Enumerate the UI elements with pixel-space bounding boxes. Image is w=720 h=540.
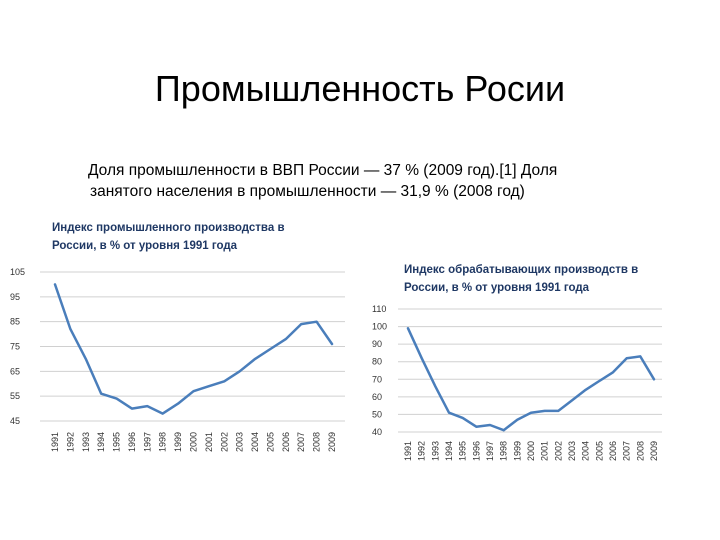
- slide-text: Доля промышленности в ВВП России — 37 % …: [88, 160, 688, 202]
- c2-x-tick-label: 2008: [635, 441, 645, 461]
- c2-x-tick-label: 2006: [608, 441, 618, 461]
- c1-x-tick-label: 2000: [189, 432, 199, 452]
- c2-x-tick-label: 1991: [403, 441, 413, 461]
- chart-2-series-line: [406, 327, 656, 432]
- chart-2-title-line-1: Индекс обрабатывающих производств в: [404, 264, 638, 276]
- c1-y-tick-label: 85: [10, 317, 20, 327]
- c1-y-tick-label: 105: [10, 267, 25, 277]
- c2-x-tick-label: 2001: [540, 441, 550, 461]
- slide-title: Промышленность Росии: [154, 68, 566, 109]
- c1-y-tick-label: 65: [10, 366, 20, 376]
- chart-2-x-ticks: 1991 1992 1993 1994 1995 1996 1997 1998 1999 2000…: [403, 441, 659, 461]
- c1-x-tick-label: 1994: [96, 432, 106, 452]
- chart-industrial-production: Индекс промышленного производства в Росс…: [10, 222, 345, 452]
- c1-x-tick-label: 1997: [142, 432, 152, 452]
- chart-1-series-line: [53, 283, 334, 415]
- chart-1-gridlines: [40, 271, 345, 422]
- c2-x-tick-label: 2000: [526, 441, 536, 461]
- c2-x-tick-label: 1992: [417, 441, 427, 461]
- c2-x-tick-label: 2003: [567, 441, 577, 461]
- c1-x-tick-label: 1998: [158, 432, 168, 452]
- c2-y-tick-label: 60: [372, 392, 382, 402]
- c1-x-tick-label: 2006: [281, 432, 291, 452]
- c1-y-tick-label: 55: [10, 391, 20, 401]
- chart-2-title-line-2: России, в % от уровня 1991 года: [404, 282, 590, 294]
- c1-x-tick-label: 2004: [250, 432, 260, 452]
- c2-x-tick-label: 2005: [594, 441, 604, 461]
- c2-y-tick-label: 110: [372, 304, 386, 314]
- c1-x-tick-label: 1992: [65, 432, 75, 452]
- slide-text-line-1: Доля промышленности в ВВП России — 37 % …: [88, 162, 558, 179]
- c1-x-tick-label: 1993: [81, 432, 91, 452]
- chart-1-title-line-2: России, в % от уровня 1991 года: [52, 240, 238, 252]
- c2-x-tick-label: 1995: [458, 441, 468, 461]
- c1-x-tick-label: 1995: [112, 432, 122, 452]
- c2-x-tick-label: 2007: [622, 441, 632, 461]
- chart-1-title-line-1: Индекс промышленного производства в: [52, 222, 285, 234]
- c2-x-tick-label: 1993: [430, 441, 440, 461]
- c2-x-tick-label: 2004: [581, 441, 591, 461]
- c1-x-tick-label: 1996: [127, 432, 137, 452]
- c1-y-tick-label: 45: [10, 416, 20, 426]
- c2-x-tick-label: 1994: [444, 441, 454, 461]
- c1-x-tick-label: 2007: [296, 432, 306, 452]
- chart-2-y-ticks: 40 50 60 70 80 90 100 110: [372, 304, 387, 437]
- c1-y-tick-label: 95: [10, 292, 20, 302]
- chart-1-y-ticks: 45 55 65 75 85 95 105: [10, 267, 25, 426]
- c1-x-tick-label: 2002: [219, 432, 229, 452]
- c2-y-tick-label: 40: [372, 427, 382, 437]
- c2-x-tick-label: 1997: [485, 441, 495, 461]
- c1-x-tick-label: 2008: [312, 432, 322, 452]
- c2-x-tick-label: 1996: [471, 441, 481, 461]
- c2-y-tick-label: 50: [372, 409, 382, 419]
- c2-x-tick-label: 1998: [499, 441, 509, 461]
- c2-x-tick-label: 2002: [553, 441, 563, 461]
- chart-manufacturing-production: Индекс обрабатывающих производств в Росс…: [372, 264, 662, 461]
- chart-1-x-ticks: 1991 1992 1993 1994 1995 1996 1997 1998 1999 2000…: [50, 432, 337, 452]
- c2-y-tick-label: 100: [372, 322, 387, 332]
- c1-x-tick-label: 2003: [235, 432, 245, 452]
- c1-x-tick-label: 2005: [265, 432, 275, 452]
- c1-x-tick-label: 1999: [173, 432, 183, 452]
- slide-text-line-2: занятого населения в промышленности — 31…: [90, 183, 525, 200]
- c1-x-tick-label: 1991: [50, 432, 60, 452]
- c2-x-tick-label: 2009: [649, 441, 659, 461]
- c2-y-tick-label: 90: [372, 339, 382, 349]
- c1-x-tick-label: 2009: [327, 432, 337, 452]
- c2-y-tick-label: 70: [372, 374, 382, 384]
- c1-y-tick-label: 75: [10, 342, 20, 352]
- c2-x-tick-label: 1999: [512, 441, 522, 461]
- c1-x-tick-label: 2001: [204, 432, 214, 452]
- c2-y-tick-label: 80: [372, 357, 382, 367]
